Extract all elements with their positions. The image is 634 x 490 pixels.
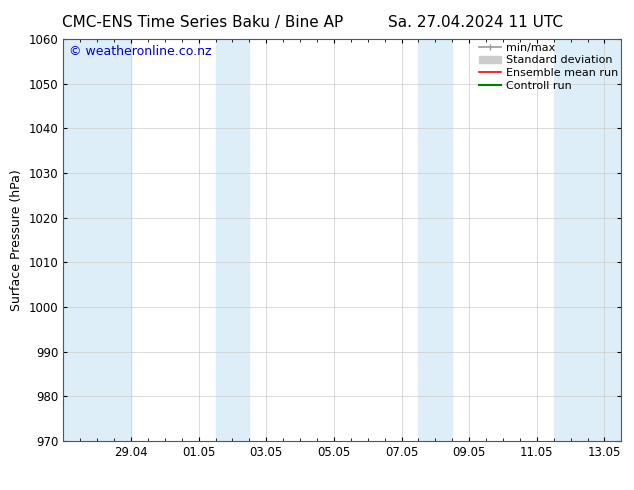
Y-axis label: Surface Pressure (hPa): Surface Pressure (hPa) xyxy=(10,169,23,311)
Legend: min/max, Standard deviation, Ensemble mean run, Controll run: min/max, Standard deviation, Ensemble me… xyxy=(479,43,618,91)
Bar xyxy=(216,39,249,441)
Text: Sa. 27.04.2024 11 UTC: Sa. 27.04.2024 11 UTC xyxy=(388,15,563,30)
Bar xyxy=(553,39,621,441)
Text: CMC-ENS Time Series Baku / Bine AP: CMC-ENS Time Series Baku / Bine AP xyxy=(62,15,344,30)
Bar xyxy=(418,39,452,441)
Text: © weatheronline.co.nz: © weatheronline.co.nz xyxy=(69,45,212,58)
Bar xyxy=(63,39,131,441)
